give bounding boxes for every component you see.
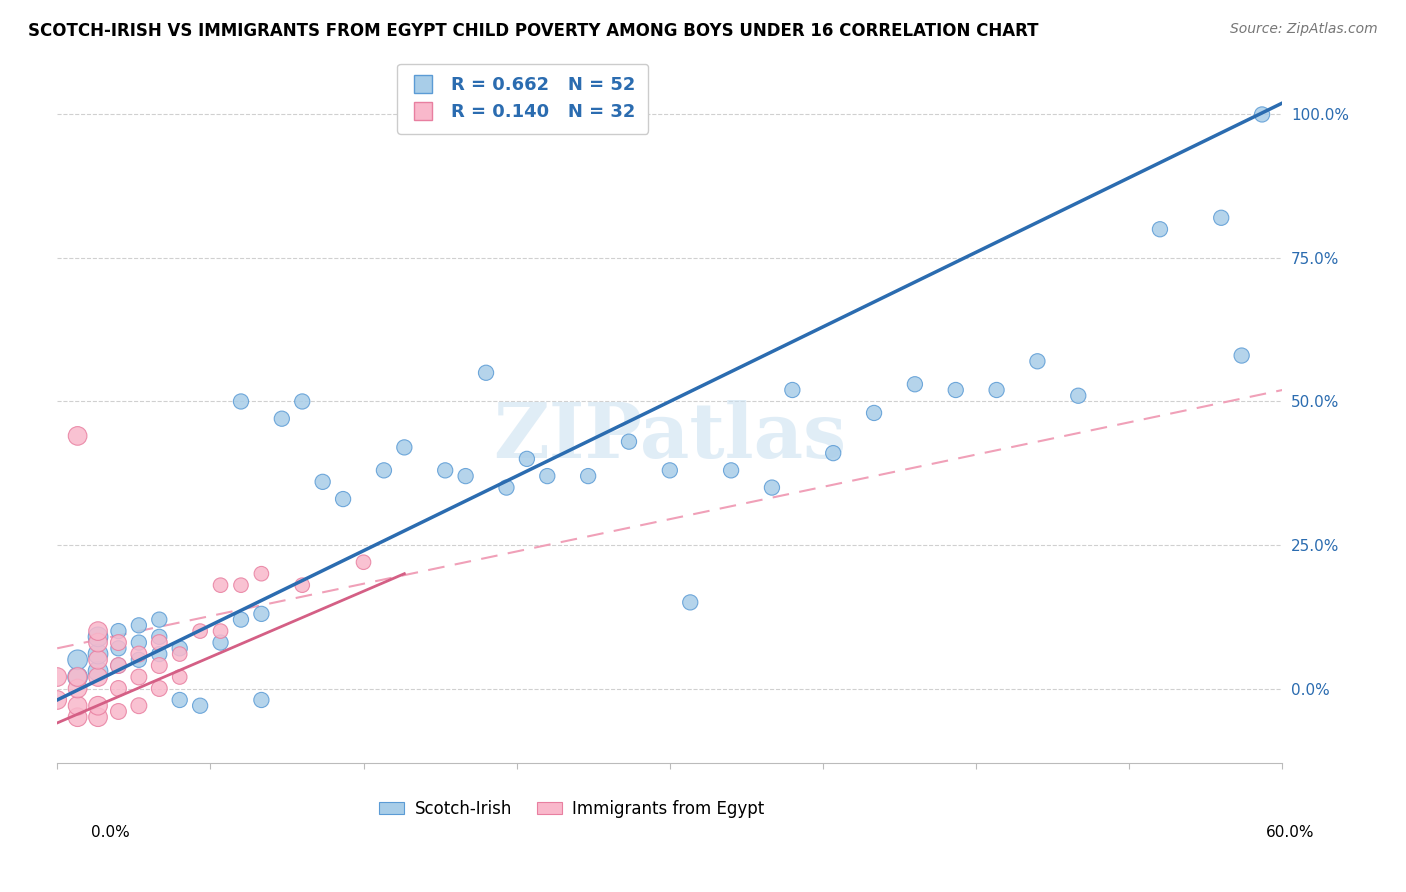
Point (128, 698, 150, 713)
Point (250, 693, 273, 707)
Point (332, 491, 354, 506)
Point (148, 681, 170, 696)
Point (107, 635, 129, 649)
Point (128, 647, 150, 661)
Point (679, 595, 702, 609)
Point (1067, 389, 1090, 403)
Point (945, 383, 967, 397)
Point (475, 366, 498, 380)
Text: ZIPatlas: ZIPatlas (494, 400, 846, 474)
Point (169, 647, 191, 661)
Point (87, 698, 110, 713)
Point (291, 394, 314, 409)
Legend: Scotch-Irish, Immigrants from Egypt: Scotch-Irish, Immigrants from Egypt (373, 793, 770, 824)
Point (107, 705, 129, 719)
Point (66, 710, 89, 724)
Point (87, 635, 110, 649)
Text: 60.0%: 60.0% (1267, 825, 1315, 840)
Point (148, 613, 170, 627)
Point (209, 635, 232, 649)
Point (66, 670, 89, 684)
Point (107, 658, 129, 673)
Point (270, 411, 292, 425)
Point (169, 693, 191, 707)
Point (1026, 354, 1049, 368)
Point (128, 635, 150, 649)
Point (576, 469, 599, 483)
Point (516, 451, 538, 466)
Point (1149, 222, 1171, 236)
Point (148, 635, 170, 649)
Point (720, 463, 742, 477)
Point (87, 653, 110, 667)
Point (148, 658, 170, 673)
Point (434, 463, 457, 477)
Point (87, 630, 110, 644)
Point (353, 555, 375, 569)
Point (46, 670, 69, 684)
Point (107, 624, 129, 639)
Point (128, 653, 150, 667)
Point (87, 670, 110, 684)
Point (782, 383, 804, 397)
Point (229, 578, 252, 592)
Point (904, 377, 927, 392)
Point (658, 463, 681, 477)
Point (169, 670, 191, 684)
Point (291, 578, 314, 592)
Point (250, 566, 273, 581)
Point (1211, 211, 1233, 225)
Point (87, 665, 110, 679)
Point (66, 653, 89, 667)
Point (229, 394, 252, 409)
Point (66, 698, 89, 713)
Point (311, 475, 333, 489)
Text: 0.0%: 0.0% (91, 825, 131, 840)
Point (107, 681, 129, 696)
Text: Source: ZipAtlas.com: Source: ZipAtlas.com (1230, 22, 1378, 37)
Point (823, 446, 845, 460)
Point (250, 607, 273, 621)
Point (128, 670, 150, 684)
Point (46, 693, 69, 707)
Point (394, 441, 416, 455)
Point (107, 658, 129, 673)
Point (66, 681, 89, 696)
Point (87, 624, 110, 639)
Point (107, 641, 129, 656)
Point (128, 618, 150, 632)
Point (1230, 349, 1253, 363)
Point (209, 578, 232, 592)
Point (863, 406, 886, 420)
Point (169, 641, 191, 656)
Point (66, 429, 89, 443)
Point (229, 613, 252, 627)
Point (617, 434, 640, 449)
Point (495, 481, 517, 495)
Point (761, 481, 783, 495)
Point (148, 647, 170, 661)
Point (209, 624, 232, 639)
Point (1251, 107, 1274, 121)
Point (188, 624, 211, 639)
Point (188, 698, 211, 713)
Point (986, 383, 1008, 397)
Point (87, 710, 110, 724)
Point (454, 469, 477, 483)
Point (536, 469, 558, 483)
Point (66, 670, 89, 684)
Text: SCOTCH-IRISH VS IMMIGRANTS FROM EGYPT CHILD POVERTY AMONG BOYS UNDER 16 CORRELAT: SCOTCH-IRISH VS IMMIGRANTS FROM EGYPT CH… (28, 22, 1039, 40)
Point (373, 463, 395, 477)
Point (148, 630, 170, 644)
Point (87, 647, 110, 661)
